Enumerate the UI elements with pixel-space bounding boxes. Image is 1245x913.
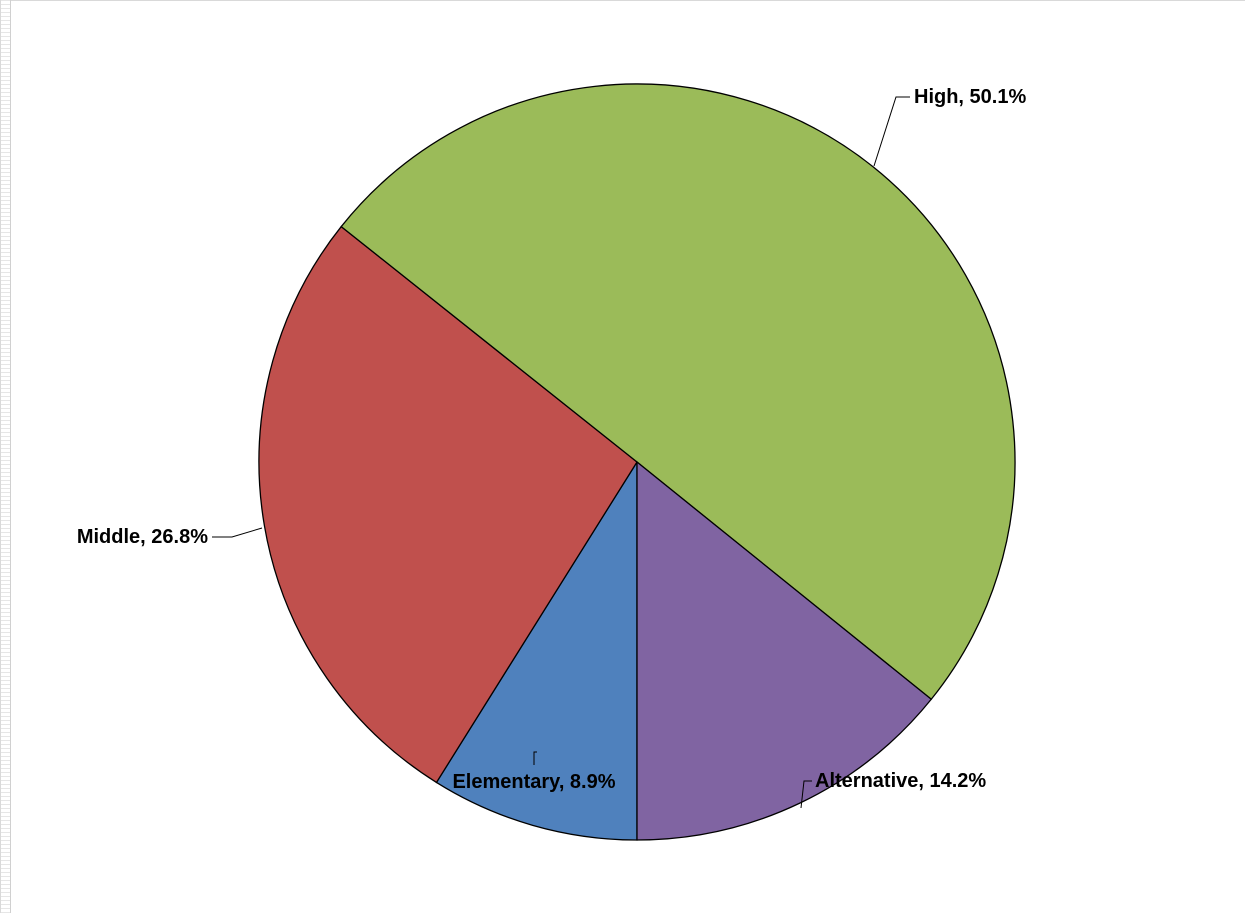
leader-line-middle [212, 527, 263, 538]
data-label-alternative: Alternative, 14.2% [815, 770, 986, 792]
leader-line-alternative [800, 780, 812, 809]
data-label-elementary: Elementary, 8.9% [452, 771, 615, 793]
pie-slice-alternative [636, 460, 933, 841]
pie-slice-middle [258, 225, 638, 784]
left-ruler [1, 0, 11, 913]
pie-slice-high [340, 83, 1016, 701]
leader-lines [212, 96, 910, 809]
pie-slice-elementary [435, 459, 638, 841]
data-label-middle: Middle, 26.8% [77, 526, 208, 548]
pie-slices [258, 83, 1016, 841]
data-label-high: High, 50.1% [914, 86, 1026, 108]
leader-line-elementary [533, 751, 537, 765]
leader-line-high [873, 96, 910, 167]
data-labels: Elementary, 8.9% Middle, 26.8% High, 50.1%… [77, 86, 1027, 793]
